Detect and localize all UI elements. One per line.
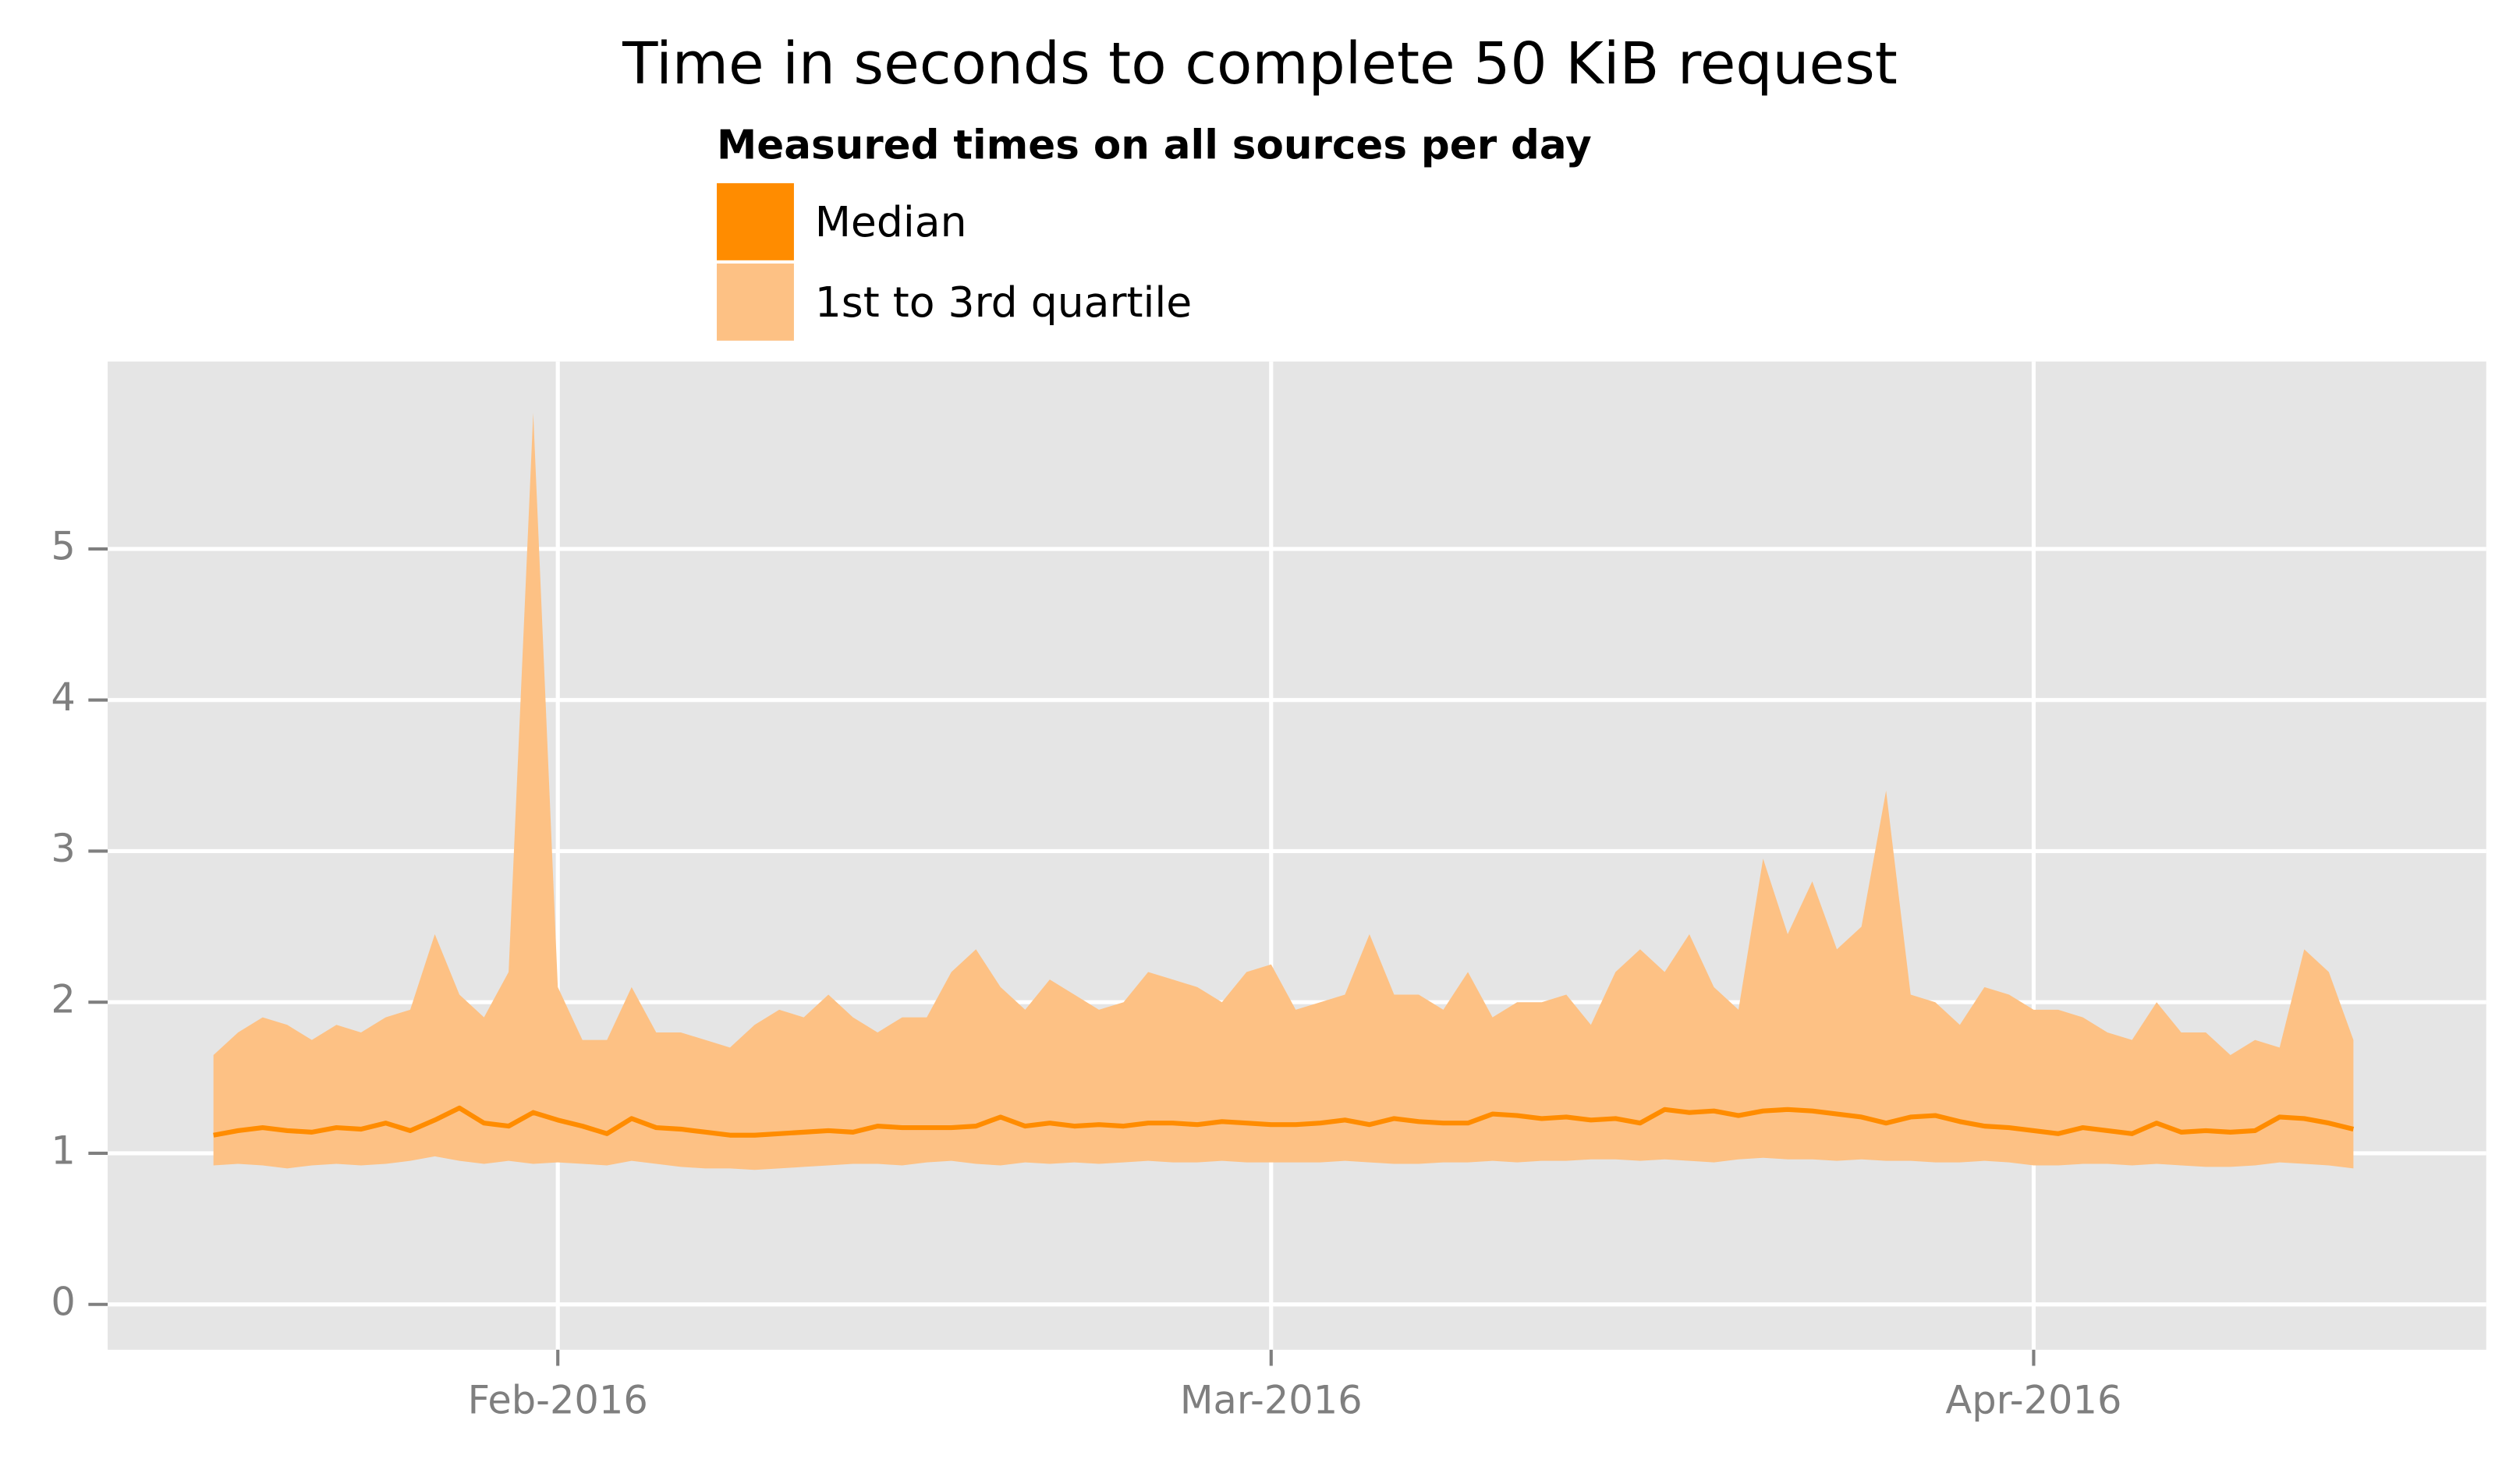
x-tick-label: Mar-2016	[1180, 1377, 1363, 1422]
legend: Median 1st to 3rd quartile	[717, 182, 1193, 341]
legend-label: 1st to 3rd quartile	[815, 278, 1193, 327]
x-tick-label: Feb-2016	[468, 1377, 648, 1422]
y-tick-label: 2	[51, 977, 75, 1022]
x-tick-label: Apr-2016	[1945, 1377, 2121, 1422]
plot-panel	[108, 361, 2486, 1350]
y-tick-label: 0	[51, 1279, 75, 1324]
legend-label: Median	[815, 197, 967, 246]
y-tick-label: 3	[51, 826, 75, 871]
chart-title: Time in seconds to complete 50 KiB reque…	[622, 30, 1898, 97]
median-line	[213, 1105, 2355, 1138]
axes: 0 1 2 3 4 5 Feb-2016 Mar-2016 Apr-2016	[51, 523, 2121, 1422]
y-tick-label: 5	[51, 523, 75, 568]
y-tick-label: 1	[51, 1128, 75, 1173]
quartile-band	[213, 413, 2354, 1170]
marks	[213, 413, 2355, 1170]
legend-title: Measured times on all sources per day	[717, 122, 1592, 169]
legend-swatch	[717, 263, 794, 341]
y-tick-label: 4	[51, 675, 75, 720]
legend-swatch	[717, 182, 794, 260]
